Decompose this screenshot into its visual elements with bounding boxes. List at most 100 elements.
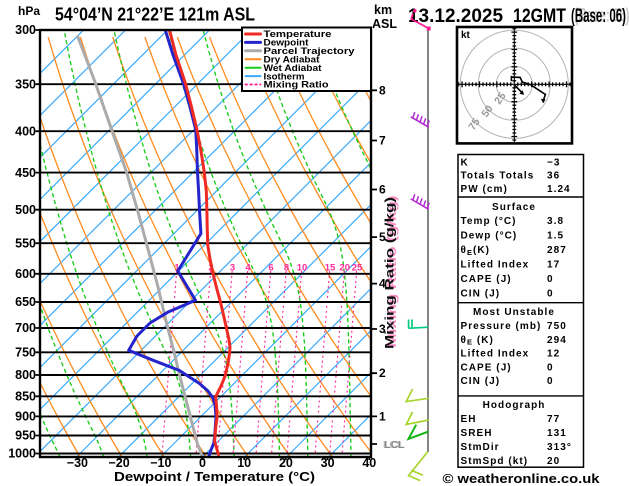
svg-text:CIN (J): CIN (J)	[461, 289, 501, 300]
svg-text:3: 3	[379, 322, 386, 336]
svg-text:6: 6	[268, 263, 273, 274]
svg-text:1: 1	[174, 263, 180, 274]
svg-text:PW (cm): PW (cm)	[461, 184, 508, 195]
svg-text:12GMT: 12GMT	[513, 6, 566, 27]
svg-text:550: 550	[15, 236, 36, 250]
svg-text:1.24: 1.24	[547, 184, 571, 195]
svg-text:−20: −20	[108, 456, 129, 470]
svg-text:© weatheronline.co.uk: © weatheronline.co.uk	[443, 472, 600, 486]
svg-text:25: 25	[352, 263, 363, 274]
svg-text:1000: 1000	[8, 447, 36, 461]
svg-text:2: 2	[379, 366, 386, 380]
svg-text:Pressure (mb): Pressure (mb)	[461, 321, 542, 332]
svg-text:800: 800	[15, 368, 36, 382]
svg-text:CAPE (J): CAPE (J)	[461, 274, 512, 285]
svg-text:Mixing Ratio (g/kg): Mixing Ratio (g/kg)	[383, 197, 397, 349]
svg-text:20: 20	[547, 456, 560, 467]
svg-text:850: 850	[15, 390, 36, 404]
svg-text:3: 3	[230, 263, 235, 274]
svg-text:10: 10	[237, 456, 251, 470]
svg-text:900: 900	[15, 410, 36, 424]
svg-text:LCL: LCL	[384, 439, 405, 451]
svg-text:950: 950	[15, 429, 36, 443]
svg-text:294: 294	[547, 335, 567, 346]
svg-text:0: 0	[199, 456, 206, 470]
svg-text:EH: EH	[461, 414, 477, 425]
svg-text:ASL: ASL	[372, 17, 397, 31]
svg-text:θE(K): θE(K)	[461, 245, 491, 257]
svg-text:kt: kt	[461, 30, 471, 41]
svg-text:131: 131	[547, 428, 567, 439]
svg-text:6: 6	[379, 183, 386, 197]
svg-text:4: 4	[245, 263, 251, 274]
svg-text:Wet Adiabat: Wet Adiabat	[264, 63, 323, 74]
svg-text:1.5: 1.5	[547, 231, 564, 242]
svg-text:5: 5	[379, 230, 386, 244]
svg-text:10: 10	[297, 263, 308, 274]
svg-text:17: 17	[547, 260, 560, 271]
svg-text:StmSpd (kt): StmSpd (kt)	[461, 456, 529, 467]
svg-text:650: 650	[15, 295, 36, 309]
svg-text:20: 20	[339, 263, 350, 274]
svg-text:LCL: LCL	[383, 439, 404, 451]
svg-text:Dewpoint / Temperature (°C): Dewpoint / Temperature (°C)	[114, 469, 315, 484]
svg-text:StmDir: StmDir	[461, 442, 500, 453]
svg-text:Dewp (°C): Dewp (°C)	[461, 231, 518, 242]
svg-text:Lifted Index: Lifted Index	[461, 349, 530, 360]
svg-text:15: 15	[325, 263, 336, 274]
svg-text:77: 77	[547, 414, 560, 425]
svg-text:Most Unstable: Most Unstable	[473, 307, 555, 318]
svg-text:400: 400	[15, 124, 36, 138]
svg-text:hPa: hPa	[18, 4, 40, 18]
svg-text:500: 500	[15, 203, 36, 217]
svg-text:450: 450	[15, 166, 36, 180]
svg-text:Isotherm: Isotherm	[264, 71, 305, 82]
svg-text:8: 8	[284, 263, 289, 274]
svg-text:CAPE (J): CAPE (J)	[461, 362, 512, 373]
svg-text:13.12.2025: 13.12.2025	[408, 6, 503, 27]
svg-text:K: K	[461, 157, 469, 168]
svg-text:350: 350	[15, 77, 36, 91]
svg-text:Mixing Ratio: Mixing Ratio	[264, 80, 329, 91]
svg-text:600: 600	[15, 267, 36, 281]
svg-text:Dry Adiabat: Dry Adiabat	[264, 55, 321, 66]
svg-text:Lifted Index: Lifted Index	[461, 260, 530, 271]
svg-text:Hodograph: Hodograph	[483, 400, 546, 411]
svg-text:4: 4	[379, 277, 386, 291]
svg-text:40: 40	[362, 456, 376, 470]
svg-text:300: 300	[15, 23, 36, 37]
svg-text:Mixing Ratio (g/kg): Mixing Ratio (g/kg)	[385, 195, 399, 347]
svg-text:36: 36	[547, 171, 560, 182]
svg-text:0: 0	[547, 362, 554, 373]
svg-text:Surface: Surface	[492, 202, 536, 213]
svg-text:Parcel Trajectory: Parcel Trajectory	[264, 46, 356, 57]
svg-text:0: 0	[547, 289, 554, 300]
svg-text:3.8: 3.8	[547, 216, 564, 227]
svg-text:8: 8	[379, 83, 386, 97]
svg-text:Temperature: Temperature	[264, 29, 332, 40]
svg-text:(Base: 06): (Base: 06)	[571, 6, 626, 27]
svg-text:12: 12	[547, 349, 560, 360]
svg-text:7: 7	[379, 134, 386, 148]
svg-text:km: km	[374, 3, 392, 17]
svg-text:Temp (°C): Temp (°C)	[461, 216, 517, 227]
svg-text:700: 700	[15, 321, 36, 335]
svg-text:SREH: SREH	[461, 428, 493, 439]
svg-text:750: 750	[15, 346, 36, 360]
svg-text:−30: −30	[67, 456, 88, 470]
svg-text:Dewpoint: Dewpoint	[264, 38, 310, 49]
svg-text:0: 0	[547, 274, 554, 285]
svg-text:0: 0	[547, 376, 554, 387]
svg-text:Totals Totals: Totals Totals	[461, 171, 535, 182]
svg-text:30: 30	[321, 456, 335, 470]
svg-text:−10: −10	[150, 456, 171, 470]
svg-text:(Base: 06): (Base: 06)	[575, 6, 629, 27]
svg-text:54°04’N 21°22’E 121m ASL: 54°04’N 21°22’E 121m ASL	[55, 5, 255, 25]
svg-text:θE (K): θE (K)	[461, 335, 494, 347]
svg-text:313°: 313°	[547, 442, 572, 453]
svg-text:20: 20	[279, 456, 293, 470]
svg-text:287: 287	[547, 245, 567, 256]
svg-text:−3: −3	[547, 157, 561, 168]
svg-text:CIN (J): CIN (J)	[461, 376, 501, 387]
svg-text:1: 1	[379, 409, 386, 423]
